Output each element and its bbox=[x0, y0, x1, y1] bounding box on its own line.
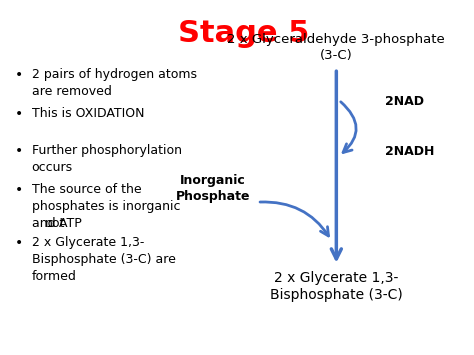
Text: •: • bbox=[15, 236, 24, 250]
Text: 2 x Glycerate 1,3-
Bisphosphate (3-C) are
formed: 2 x Glycerate 1,3- Bisphosphate (3-C) ar… bbox=[32, 236, 175, 283]
Text: 2 pairs of hydrogen atoms
are removed: 2 pairs of hydrogen atoms are removed bbox=[32, 68, 197, 98]
Text: The source of the: The source of the bbox=[32, 183, 141, 196]
Text: and: and bbox=[32, 217, 59, 230]
Text: Stage 5: Stage 5 bbox=[178, 19, 309, 48]
Text: Further phosphorylation
occurs: Further phosphorylation occurs bbox=[32, 144, 182, 174]
Text: •: • bbox=[15, 183, 24, 197]
Text: phosphates is inorganic: phosphates is inorganic bbox=[32, 200, 180, 213]
FancyArrowPatch shape bbox=[260, 202, 328, 236]
Text: 2NAD: 2NAD bbox=[385, 95, 424, 108]
Text: •: • bbox=[15, 107, 24, 121]
Text: 2 x Glyceraldehyde 3-phosphate
(3-C): 2 x Glyceraldehyde 3-phosphate (3-C) bbox=[228, 33, 445, 62]
Text: not: not bbox=[45, 217, 65, 230]
Text: Inorganic
Phosphate: Inorganic Phosphate bbox=[176, 174, 250, 203]
Text: 2NADH: 2NADH bbox=[385, 144, 435, 158]
Text: This is OXIDATION: This is OXIDATION bbox=[32, 107, 144, 120]
Text: •: • bbox=[15, 144, 24, 158]
Text: ATP: ATP bbox=[55, 217, 82, 230]
Text: 2 x Glycerate 1,3-
Bisphosphate (3-C): 2 x Glycerate 1,3- Bisphosphate (3-C) bbox=[270, 271, 403, 302]
FancyArrowPatch shape bbox=[341, 102, 356, 153]
Text: •: • bbox=[15, 68, 24, 82]
